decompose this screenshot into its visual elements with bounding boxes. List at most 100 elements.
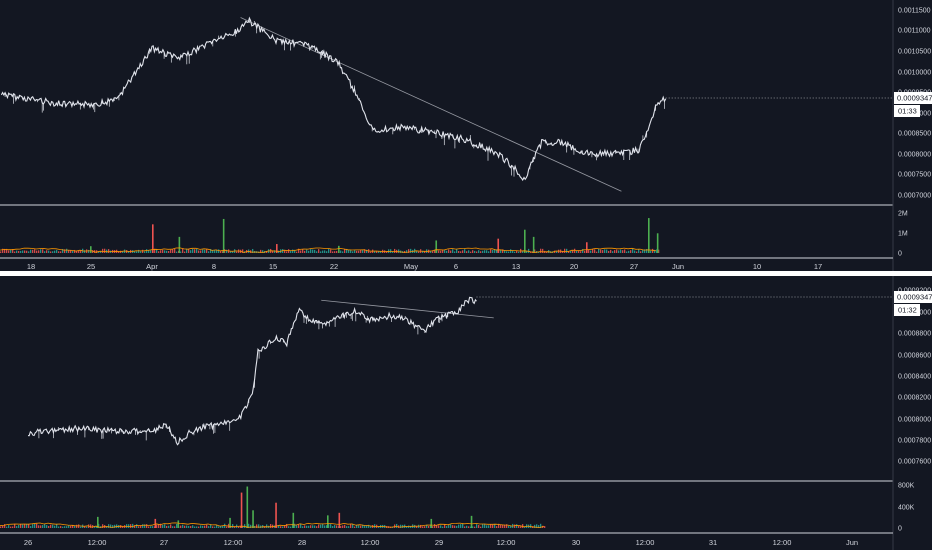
volume-bar bbox=[356, 525, 358, 528]
volume-bar bbox=[468, 526, 470, 528]
volume-bar bbox=[288, 526, 290, 528]
volume-bar bbox=[204, 525, 206, 528]
volume-bar bbox=[34, 523, 36, 528]
volume-bar bbox=[229, 517, 231, 528]
volume-bar bbox=[544, 526, 546, 528]
volume-bar bbox=[500, 524, 502, 528]
volume-bar bbox=[44, 251, 46, 253]
volume-bar bbox=[312, 525, 314, 528]
volume-bar bbox=[644, 249, 646, 253]
volume-bar bbox=[504, 524, 506, 528]
volume-tick-label: 800K bbox=[898, 483, 915, 490]
volume-bar bbox=[510, 249, 512, 253]
volume-bar bbox=[256, 524, 258, 528]
volume-bar bbox=[36, 250, 38, 253]
volume-bar bbox=[418, 251, 420, 253]
volume-bar bbox=[154, 518, 157, 528]
volume-bar bbox=[435, 240, 438, 253]
volume-bar bbox=[10, 249, 12, 253]
volume-bar bbox=[274, 525, 276, 528]
volume-bar bbox=[454, 251, 456, 253]
time-tick-label: 12:00 bbox=[361, 538, 380, 547]
volume-bar bbox=[150, 250, 152, 253]
volume-bar bbox=[132, 523, 134, 528]
volume-bar bbox=[306, 525, 308, 528]
volume-bar bbox=[264, 526, 266, 528]
volume-bar bbox=[362, 249, 364, 253]
volume-bar bbox=[342, 251, 344, 253]
volume-bar bbox=[182, 248, 184, 253]
volume-bar bbox=[174, 248, 176, 253]
volume-bar bbox=[370, 526, 372, 528]
countdown-label: 01:32 bbox=[898, 306, 917, 315]
volume-bar bbox=[654, 249, 656, 253]
volume-bar bbox=[266, 524, 268, 528]
volume-bar bbox=[98, 523, 100, 528]
volume-bar bbox=[564, 248, 566, 253]
volume-bar bbox=[68, 250, 70, 253]
volume-bar bbox=[458, 251, 460, 253]
volume-bar bbox=[326, 525, 328, 528]
volume-bar bbox=[56, 523, 58, 528]
volume-bar bbox=[70, 250, 72, 253]
volume-bar bbox=[400, 524, 402, 528]
time-tick-label: 6 bbox=[454, 262, 458, 271]
volume-bar bbox=[366, 249, 368, 253]
countdown-label: 01:33 bbox=[898, 107, 917, 116]
volume-bar bbox=[308, 250, 310, 253]
volume-bar bbox=[416, 251, 418, 253]
volume-bar bbox=[296, 525, 298, 528]
volume-bar bbox=[64, 249, 66, 253]
volume-bar bbox=[60, 251, 62, 253]
volume-bar bbox=[524, 229, 526, 253]
volume-ma-line bbox=[0, 522, 545, 528]
volume-bar bbox=[444, 524, 446, 528]
volume-bar bbox=[232, 524, 234, 528]
volume-bar bbox=[162, 524, 164, 528]
volume-bar bbox=[186, 248, 188, 253]
volume-bar bbox=[170, 524, 172, 528]
chart-separator[interactable] bbox=[0, 271, 932, 276]
volume-bar bbox=[46, 525, 48, 528]
volume-bar bbox=[0, 251, 2, 253]
volume-bar bbox=[180, 525, 182, 528]
volume-bar bbox=[350, 523, 352, 528]
volume-bar bbox=[327, 515, 329, 528]
volume-bar bbox=[158, 524, 160, 528]
volume-bar bbox=[290, 250, 292, 253]
volume-bar bbox=[470, 515, 473, 528]
volume-bar bbox=[632, 248, 634, 253]
volume-bar bbox=[168, 251, 170, 253]
volume-bar bbox=[16, 250, 18, 253]
volume-bar bbox=[568, 251, 570, 253]
volume-bar bbox=[164, 524, 166, 528]
volume-bar bbox=[84, 526, 86, 528]
volume-bar bbox=[334, 525, 336, 528]
volume-bar bbox=[522, 250, 524, 253]
volume-bar bbox=[390, 249, 392, 253]
volume-bar bbox=[102, 248, 104, 253]
volume-bar bbox=[460, 251, 462, 253]
price-tick-label: 0.0008800 bbox=[898, 331, 931, 338]
volume-bar bbox=[102, 524, 104, 528]
volume-bar bbox=[160, 523, 162, 528]
volume-bar bbox=[590, 250, 592, 253]
time-tick-label: 27 bbox=[160, 538, 168, 547]
time-tick-label: 13 bbox=[512, 262, 520, 271]
volume-bar bbox=[360, 249, 362, 253]
volume-bar bbox=[324, 525, 326, 528]
volume-bar bbox=[12, 249, 14, 253]
volume-bar bbox=[224, 249, 226, 253]
volume-bar bbox=[448, 525, 450, 528]
volume-bar bbox=[152, 224, 154, 253]
volume-bar bbox=[2, 248, 4, 253]
volume-bar bbox=[442, 249, 444, 253]
volume-bar bbox=[484, 523, 486, 528]
volume-bar bbox=[352, 251, 354, 253]
volume-bar bbox=[176, 251, 178, 253]
volume-bar bbox=[28, 524, 30, 528]
volume-bar bbox=[450, 250, 452, 253]
volume-bar bbox=[496, 249, 498, 253]
volume-bar bbox=[28, 251, 30, 253]
volume-bar bbox=[530, 251, 532, 253]
